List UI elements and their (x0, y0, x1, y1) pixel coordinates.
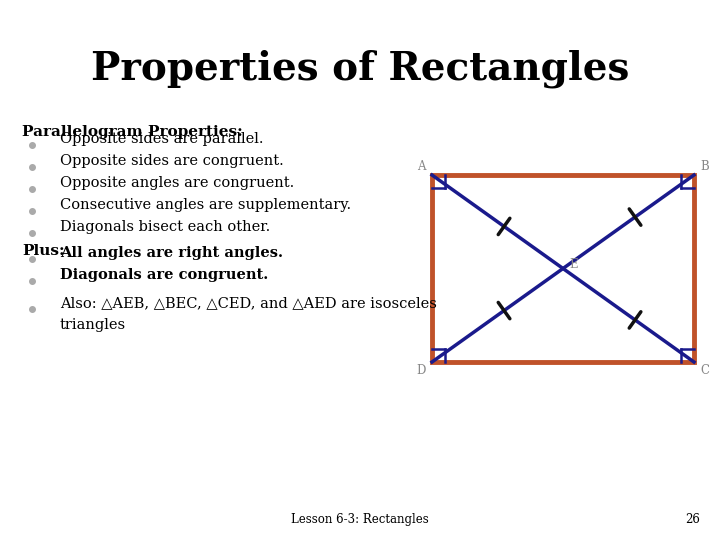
Text: A: A (418, 160, 426, 173)
Bar (432, 175, 694, 362)
Text: Opposite sides are parallel.: Opposite sides are parallel. (60, 132, 264, 146)
Text: Opposite sides are congruent.: Opposite sides are congruent. (60, 154, 284, 168)
Text: Parallelogram Properties:: Parallelogram Properties: (22, 125, 243, 139)
Text: Diagonals bisect each other.: Diagonals bisect each other. (60, 220, 270, 234)
Text: Properties of Rectangles: Properties of Rectangles (91, 50, 629, 89)
Text: Opposite angles are congruent.: Opposite angles are congruent. (60, 176, 294, 190)
Text: B: B (700, 160, 708, 173)
Text: D: D (417, 364, 426, 377)
Text: 26: 26 (685, 513, 700, 526)
Text: All angles are right angles.: All angles are right angles. (60, 246, 283, 260)
Text: Lesson 6-3: Rectangles: Lesson 6-3: Rectangles (291, 513, 429, 526)
Text: E: E (569, 258, 577, 271)
Text: C: C (700, 364, 709, 377)
Text: Plus:: Plus: (22, 244, 65, 258)
Text: Also: △AEB, △BEC, △CED, and △AED are isosceles: Also: △AEB, △BEC, △CED, and △AED are iso… (60, 296, 437, 310)
Text: triangles: triangles (60, 318, 126, 332)
Text: Diagonals are congruent.: Diagonals are congruent. (60, 268, 269, 282)
Text: Consecutive angles are supplementary.: Consecutive angles are supplementary. (60, 198, 351, 212)
